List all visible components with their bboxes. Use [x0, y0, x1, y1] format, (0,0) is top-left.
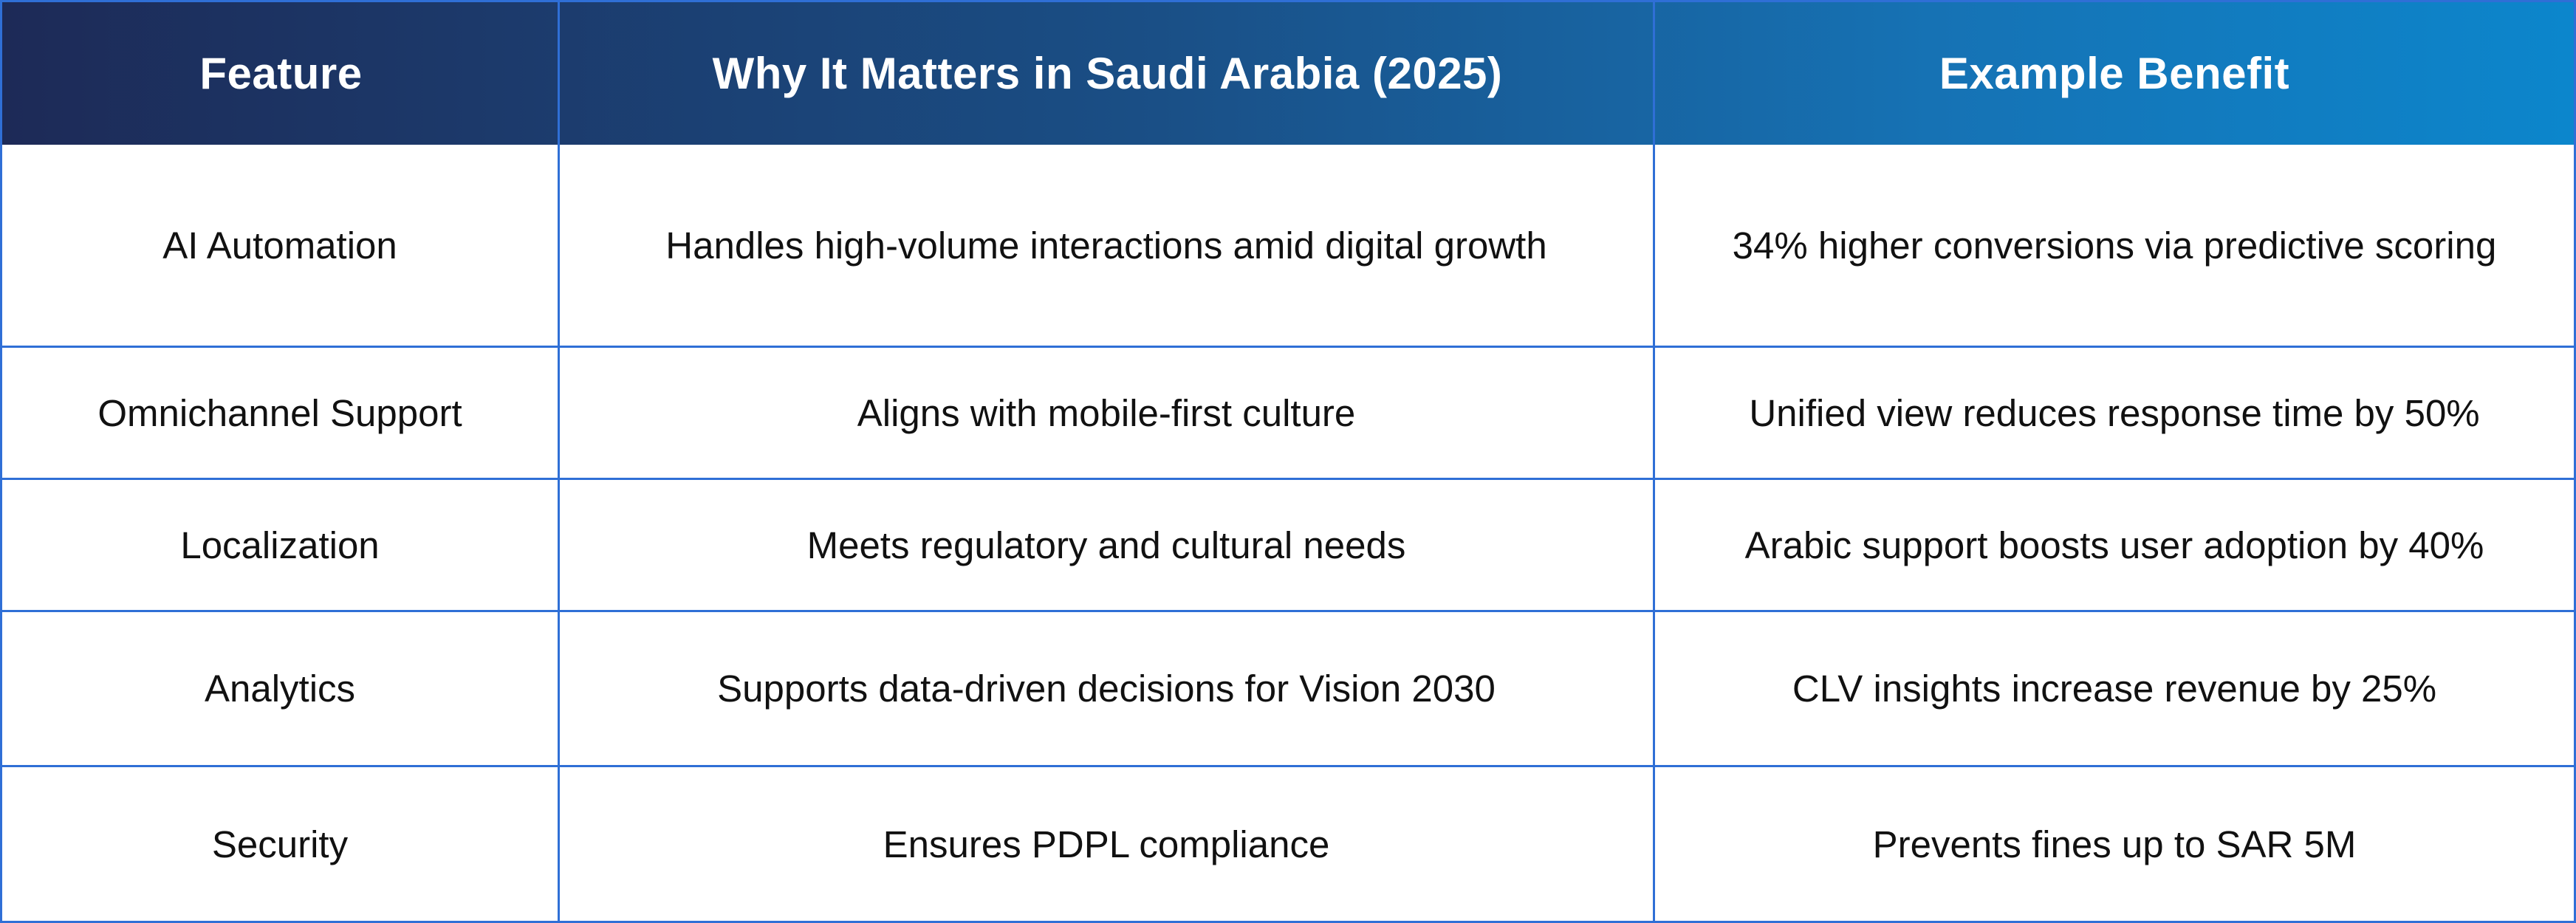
why-cell: Ensures PDPL compliance	[883, 823, 1330, 865]
column-divider	[558, 2, 560, 921]
row-divider	[2, 765, 2574, 767]
benefit-cell: Unified view reduces response time by 50…	[1749, 391, 2480, 434]
feature-cell: AI Automation	[162, 224, 397, 267]
benefit-cell: Arabic support boosts user adoption by 4…	[1744, 524, 2484, 566]
feature-cell: Localization	[180, 524, 380, 566]
column-header-why-it-matters: Why It Matters in Saudi Arabia (2025)	[712, 49, 1503, 98]
why-cell: Meets regulatory and cultural needs	[806, 524, 1406, 566]
benefit-cell: 34% higher conversions via predictive sc…	[1732, 224, 2497, 267]
row-divider	[2, 478, 2574, 480]
column-divider	[1653, 2, 1655, 921]
column-header-example-benefit: Example Benefit	[1939, 49, 2290, 98]
column-header-feature: Feature	[199, 49, 363, 98]
feature-cell: Omnichannel Support	[97, 391, 462, 434]
benefit-cell: CLV insights increase revenue by 25%	[1792, 668, 2437, 710]
feature-cell: Analytics	[204, 668, 356, 710]
table-header-row: Feature Why It Matters in Saudi Arabia (…	[2, 2, 2574, 145]
why-cell: Supports data-driven decisions for Visio…	[717, 668, 1496, 710]
benefit-cell: Prevents fines up to SAR 5M	[1872, 823, 2357, 865]
row-divider	[2, 346, 2574, 348]
why-cell: Handles high-volume interactions amid di…	[665, 224, 1547, 267]
why-cell: Aligns with mobile-first culture	[857, 391, 1356, 434]
feature-cell: Security	[211, 823, 349, 865]
row-divider	[2, 610, 2574, 612]
